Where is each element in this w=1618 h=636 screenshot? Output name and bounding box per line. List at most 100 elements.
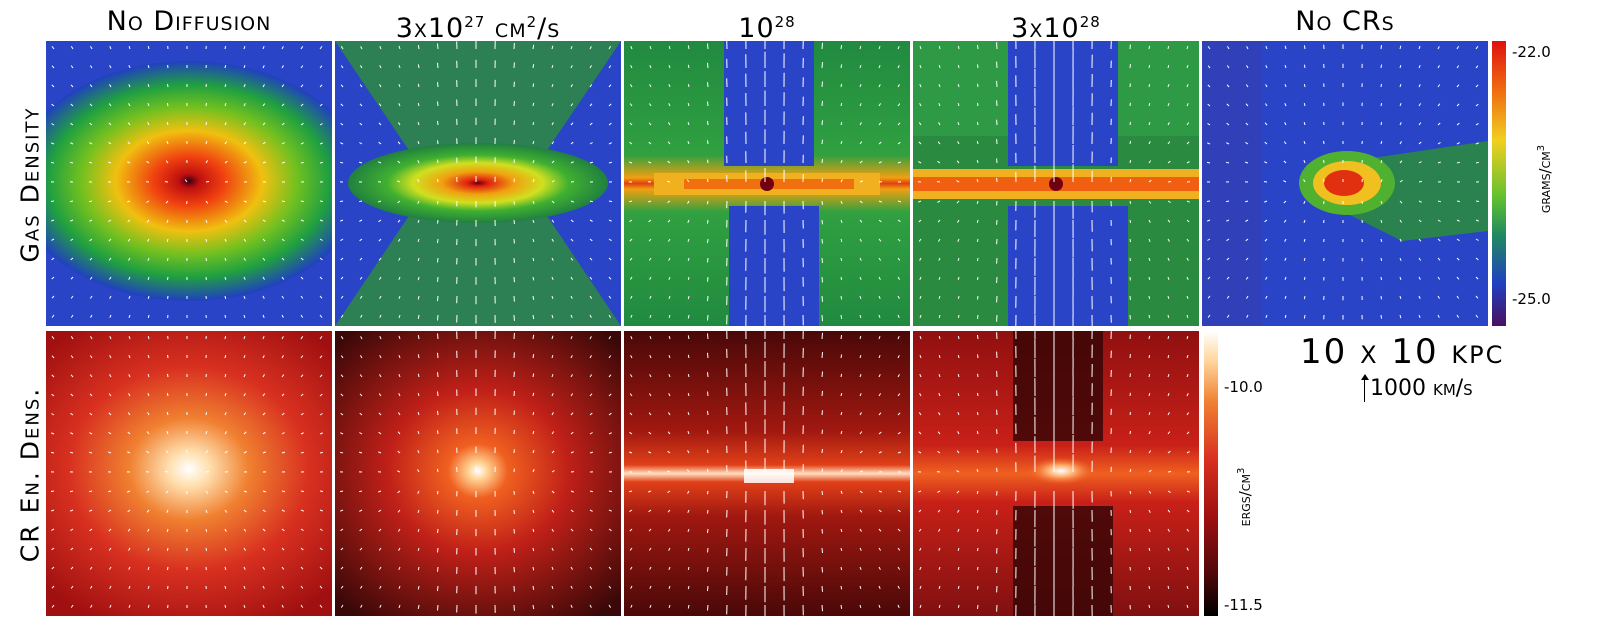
velocity-arrow [397, 238, 401, 242]
velocity-arrow [957, 257, 960, 261]
velocity-arrow [437, 200, 439, 205]
velocity-arrow [243, 374, 246, 378]
velocity-arrow [686, 469, 690, 473]
velocity-arrow [1148, 45, 1151, 50]
velocity-arrow [70, 276, 74, 280]
velocity-arrow [1207, 142, 1211, 145]
velocity-arrow [976, 411, 979, 416]
velocity-arrow [687, 547, 690, 552]
velocity-arrow [184, 469, 188, 473]
velocity-arrow [300, 238, 304, 242]
velocity-arrow [821, 158, 823, 164]
velocity-arrow [570, 122, 574, 126]
velocity-arrow [437, 430, 439, 435]
velocity-arrow [1456, 161, 1461, 164]
velocity-arrow [608, 393, 612, 397]
velocity-arrow [243, 355, 246, 359]
velocity-arrow [339, 161, 344, 164]
velocity-arrow [1167, 354, 1170, 359]
velocity-arrow [128, 393, 131, 397]
velocity-arrow [859, 509, 863, 513]
velocity-arrow [570, 431, 574, 435]
velocity-arrow [437, 120, 439, 126]
velocity-arrow [166, 431, 169, 435]
velocity-arrow [319, 490, 324, 492]
velocity-arrow [340, 122, 344, 126]
velocity-arrow [859, 470, 863, 473]
velocity-arrow [589, 490, 594, 493]
velocity-arrow [224, 45, 227, 50]
velocity-arrow [262, 84, 265, 88]
velocity-arrow [821, 139, 823, 145]
velocity-arrow [147, 412, 150, 416]
velocity-arrow [89, 84, 93, 88]
velocity-arrow [956, 490, 960, 494]
velocity-arrow [90, 336, 93, 340]
velocity-arrow [359, 295, 363, 299]
velocity-arrow [1186, 161, 1190, 164]
velocity-arrow [1303, 238, 1306, 243]
velocity-arrow [878, 585, 881, 589]
velocity-arrow [937, 160, 941, 164]
velocity-arrow [1225, 200, 1230, 203]
velocity-arrow [667, 528, 671, 532]
velocity-arrow [707, 372, 709, 378]
velocity-arrow [1303, 257, 1306, 262]
velocity-arrow [1167, 431, 1171, 435]
velocity-arrow [840, 219, 843, 223]
velocity-arrow [108, 431, 112, 435]
velocity-arrow [1148, 83, 1151, 88]
velocity-arrow [146, 200, 150, 203]
velocity-arrow [859, 141, 863, 145]
velocity-arrow [1167, 64, 1170, 69]
velocity-arrow [281, 585, 285, 589]
velocity-arrow [437, 276, 439, 282]
velocity-arrow [919, 393, 922, 397]
velocity-arrow [262, 219, 266, 223]
velocity-arrow [629, 141, 633, 145]
velocity-arrow [70, 257, 74, 261]
velocity-arrow [919, 276, 922, 280]
velocity-arrow [281, 161, 286, 164]
velocity-arrow [50, 200, 55, 202]
gas-colorbar-max-label: -22.0 [1512, 43, 1551, 61]
velocity-arrow [379, 585, 382, 589]
gas-density-panel-3e28 [913, 41, 1199, 326]
velocity-arrow [397, 509, 401, 513]
velocity-arrow [109, 355, 112, 359]
velocity-arrow [70, 412, 74, 416]
velocity-arrow [417, 392, 420, 397]
velocity-arrow [51, 238, 55, 241]
velocity-arrow [629, 509, 633, 513]
velocity-arrow [300, 547, 304, 551]
velocity-arrow [1186, 141, 1190, 145]
velocity-arrow [146, 141, 150, 145]
velocity-arrow [417, 373, 420, 378]
velocity-arrow [668, 547, 671, 551]
velocity-arrow [1129, 219, 1132, 224]
velocity-arrow [608, 412, 612, 416]
velocity-arrow [108, 393, 112, 397]
velocity-arrow [570, 65, 573, 69]
velocity-arrow [1186, 604, 1189, 609]
velocity-arrow [1475, 122, 1479, 126]
velocity-arrow [1437, 314, 1440, 318]
velocity-arrow [918, 122, 922, 126]
velocity-arrow [649, 374, 652, 378]
velocity-arrow [1167, 122, 1170, 126]
velocity-arrow [398, 295, 401, 299]
velocity-arrow [1207, 314, 1211, 318]
velocity-arrow [417, 141, 420, 145]
velocity-arrow [1148, 314, 1151, 319]
velocity-arrow [1264, 141, 1268, 145]
velocity-arrow [128, 547, 131, 551]
velocity-arrow [167, 83, 169, 88]
velocity-arrow [108, 219, 112, 223]
velocity-arrow [262, 276, 265, 280]
velocity-arrow [878, 374, 881, 378]
velocity-arrow [319, 585, 323, 589]
velocity-arrow [437, 352, 439, 359]
velocity-arrow [608, 547, 612, 551]
velocity-arrow [707, 585, 709, 592]
velocity-arrow [707, 219, 709, 224]
